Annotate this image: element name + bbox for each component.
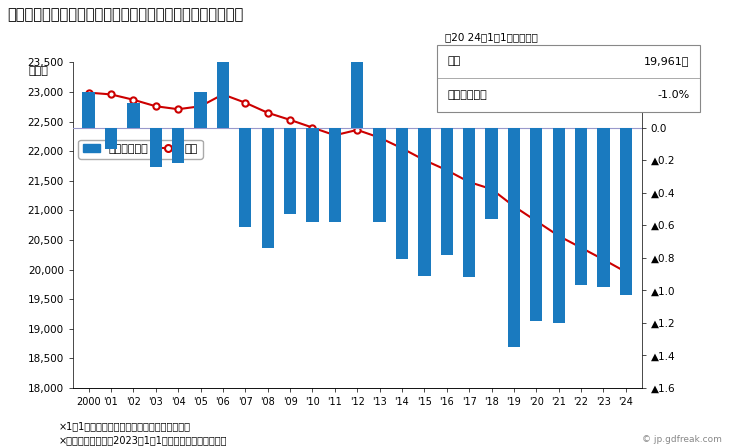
Text: 人口: 人口 <box>448 56 461 66</box>
人口 <box>465 179 474 185</box>
人口 <box>330 132 339 138</box>
人口 <box>532 219 541 224</box>
Text: © jp.gdfreak.com: © jp.gdfreak.com <box>642 435 722 444</box>
Text: ×1月1日時点の外国人を除く日本人住民人口。: ×1月1日時点の外国人を除く日本人住民人口。 <box>58 421 190 431</box>
人口 <box>241 100 249 105</box>
Bar <box>82 92 95 128</box>
Bar <box>620 128 632 295</box>
Bar <box>530 128 542 321</box>
人口 <box>577 245 585 250</box>
Bar <box>217 0 229 128</box>
人口 <box>375 135 384 140</box>
Text: 19,961人: 19,961人 <box>644 56 690 66</box>
人口 <box>174 107 182 112</box>
Legend: 対前年増加率, 人口: 対前年増加率, 人口 <box>79 140 203 158</box>
Bar <box>127 103 139 128</box>
Bar <box>373 128 386 222</box>
Bar <box>418 128 431 276</box>
Bar <box>575 128 588 285</box>
Text: ×市区町村の場合は2023年1月1日時点の市区町村境界。: ×市区町村の場合は2023年1月1日時点の市区町村境界。 <box>58 435 227 445</box>
Text: （％）: （％） <box>677 66 697 76</box>
Bar <box>508 128 520 347</box>
Bar <box>463 128 475 277</box>
人口 <box>622 269 631 275</box>
Bar <box>351 62 363 128</box>
Bar <box>284 128 296 214</box>
人口 <box>286 117 295 123</box>
Bar <box>239 128 252 227</box>
Bar <box>262 128 274 248</box>
Text: 対前年増減率: 対前年増減率 <box>448 90 488 100</box>
人口 <box>106 92 115 97</box>
人口 <box>353 127 362 132</box>
Bar <box>149 128 162 167</box>
Line: 人口: 人口 <box>85 90 629 275</box>
人口 <box>487 186 496 192</box>
人口 <box>263 110 272 116</box>
Bar <box>396 128 408 260</box>
人口 <box>510 204 518 209</box>
Text: （人）: （人） <box>29 66 49 76</box>
Bar <box>105 128 117 149</box>
人口 <box>129 97 138 103</box>
人口 <box>152 103 160 109</box>
人口 <box>308 125 317 130</box>
Bar <box>486 128 498 219</box>
Bar <box>597 128 609 287</box>
Bar <box>195 92 206 128</box>
Bar <box>172 128 184 163</box>
人口 <box>84 90 93 95</box>
人口 <box>443 168 451 173</box>
人口 <box>554 233 563 239</box>
人口 <box>420 157 429 163</box>
Text: -1.0%: -1.0% <box>657 90 690 100</box>
Bar <box>329 128 341 222</box>
Bar <box>553 128 565 323</box>
人口 <box>599 257 608 262</box>
Bar <box>306 128 319 222</box>
Text: 日野町の人口の推移　（住民基本台帳ベース、日本人住民）: 日野町の人口の推移 （住民基本台帳ベース、日本人住民） <box>7 7 243 22</box>
人口 <box>196 103 205 109</box>
Bar <box>440 128 453 255</box>
人口 <box>219 92 227 97</box>
人口 <box>397 145 406 151</box>
Text: 20 24年1月1日時点　」: 20 24年1月1日時点 」 <box>445 33 537 42</box>
